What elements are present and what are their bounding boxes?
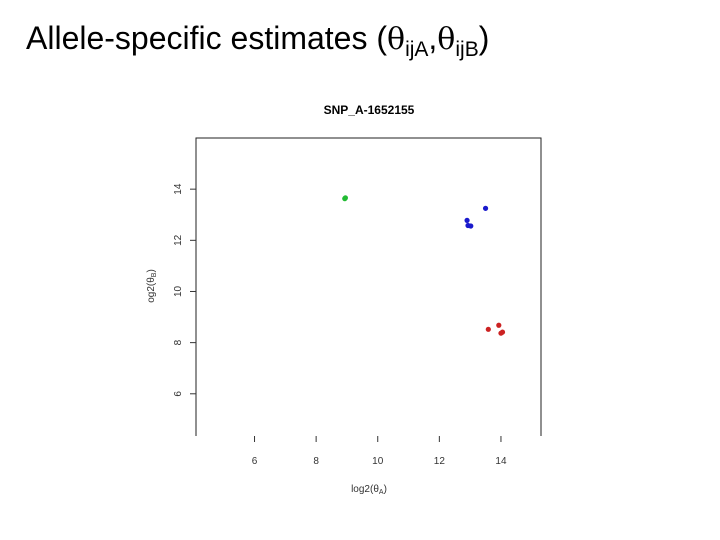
data-point	[485, 326, 491, 332]
x-tick-label: 14	[495, 456, 507, 467]
x-axis: 6 8 10 12 14	[252, 436, 507, 467]
data-point	[342, 195, 348, 201]
title-suffix: )	[478, 20, 490, 56]
y-tick-label: 10	[173, 285, 184, 297]
plot-title: SNP_A-1652155	[324, 103, 415, 117]
y-tick-label: 12	[173, 234, 184, 246]
y-tick-label: 8	[173, 339, 184, 345]
title-prefix: Allele-specific estimates (	[26, 20, 387, 56]
x-tick-label: 6	[252, 456, 258, 467]
slide-title: Allele-specific estimates (θijA,θijB)	[26, 20, 489, 62]
plot-frame	[195, 137, 542, 436]
x-axis-label: log2(θA)	[351, 484, 387, 496]
data-point	[468, 223, 474, 229]
data-point	[496, 322, 502, 328]
theta-b-symbol: θ	[437, 22, 456, 57]
data-points	[342, 195, 506, 336]
x-tick-label: 12	[434, 456, 446, 467]
y-axis: 6 8 10 12 14	[173, 183, 196, 397]
y-axis-label: og2(θB)	[146, 269, 158, 303]
theta-a-subscript: ijA	[405, 38, 429, 61]
data-point	[464, 217, 470, 223]
y-tick-label: 14	[173, 183, 184, 195]
x-tick-label: 10	[372, 456, 384, 467]
data-point	[499, 329, 506, 335]
theta-b-subscript: ijB	[455, 38, 479, 61]
x-tick-label: 8	[313, 456, 319, 467]
y-tick-label: 6	[173, 391, 184, 397]
data-point	[482, 205, 489, 211]
title-comma: ,	[428, 20, 438, 56]
theta-a-symbol: θ	[387, 22, 406, 57]
